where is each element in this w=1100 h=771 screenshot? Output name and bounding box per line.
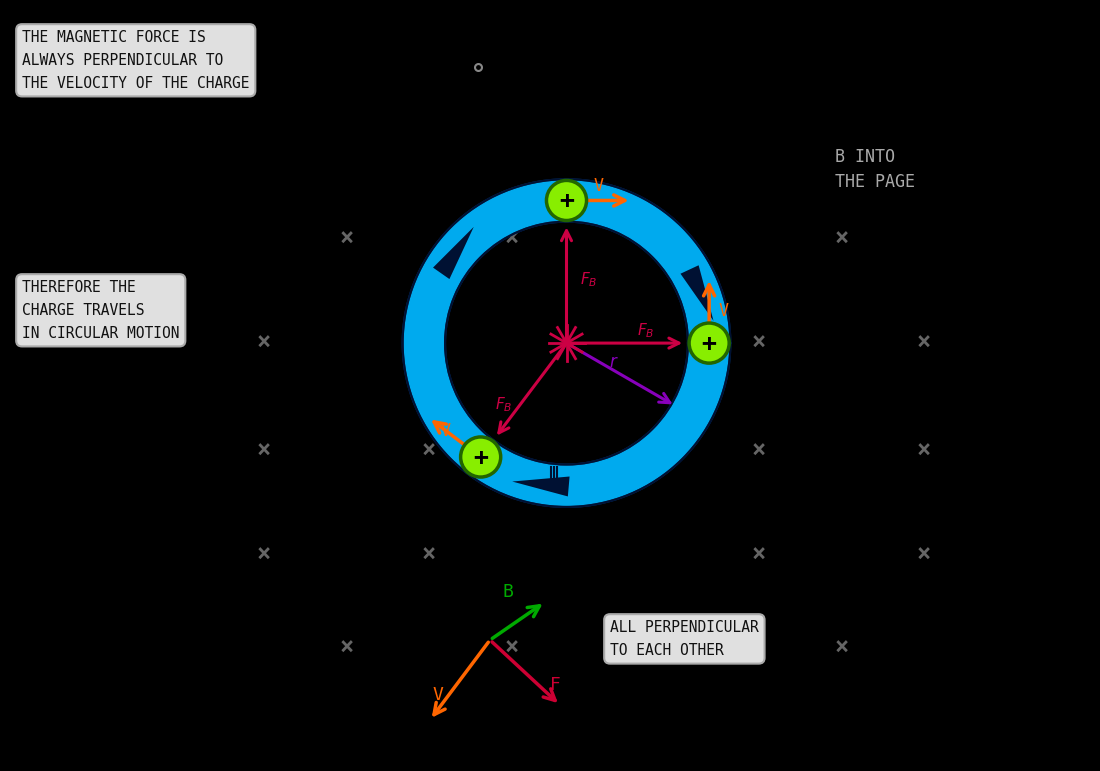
Text: ×: ×: [835, 635, 848, 660]
Polygon shape: [433, 227, 474, 279]
Text: ×: ×: [257, 331, 271, 355]
Text: $F_B$: $F_B$: [495, 396, 513, 414]
Text: r: r: [609, 353, 616, 372]
Polygon shape: [403, 180, 730, 507]
Text: B: B: [503, 583, 514, 601]
Text: +: +: [559, 190, 574, 214]
Text: +: +: [473, 446, 488, 470]
Text: ×: ×: [917, 439, 931, 463]
Text: B INTO
THE PAGE: B INTO THE PAGE: [835, 148, 915, 191]
Text: THE MAGNETIC FORCE IS
ALWAYS PERPENDICULAR TO
THE VELOCITY OF THE CHARGE: THE MAGNETIC FORCE IS ALWAYS PERPENDICUL…: [22, 30, 250, 91]
Text: ×: ×: [340, 227, 353, 251]
Circle shape: [689, 323, 729, 363]
Text: V: V: [718, 301, 728, 320]
Text: F: F: [550, 676, 560, 694]
Text: ×: ×: [257, 543, 271, 567]
Text: ×: ×: [670, 227, 683, 251]
Polygon shape: [681, 265, 714, 321]
Text: ALL PERPENDICULAR
TO EACH OTHER: ALL PERPENDICULAR TO EACH OTHER: [610, 620, 759, 658]
Text: $F_B$: $F_B$: [580, 271, 597, 289]
Text: ×: ×: [670, 635, 683, 660]
Text: ×: ×: [835, 227, 848, 251]
Circle shape: [547, 180, 586, 221]
Text: ×: ×: [752, 331, 766, 355]
Text: V: V: [432, 686, 443, 704]
Text: THEREFORE THE
CHARGE TRAVELS
IN CIRCULAR MOTION: THEREFORE THE CHARGE TRAVELS IN CIRCULAR…: [22, 280, 179, 341]
Text: $F_B$: $F_B$: [637, 322, 654, 341]
Text: V: V: [594, 177, 604, 196]
Text: ×: ×: [505, 635, 518, 660]
Text: ×: ×: [422, 331, 436, 355]
Polygon shape: [513, 476, 570, 497]
Text: ×: ×: [257, 439, 271, 463]
Circle shape: [461, 437, 500, 477]
Text: ×: ×: [752, 439, 766, 463]
Text: ×: ×: [917, 543, 931, 567]
Text: V: V: [440, 423, 450, 440]
Text: +: +: [702, 332, 716, 356]
Text: ×: ×: [340, 635, 353, 660]
Text: ×: ×: [917, 331, 931, 355]
Text: ×: ×: [752, 543, 766, 567]
Text: ×: ×: [505, 227, 518, 251]
Text: ×: ×: [422, 543, 436, 567]
Text: ×: ×: [422, 439, 436, 463]
